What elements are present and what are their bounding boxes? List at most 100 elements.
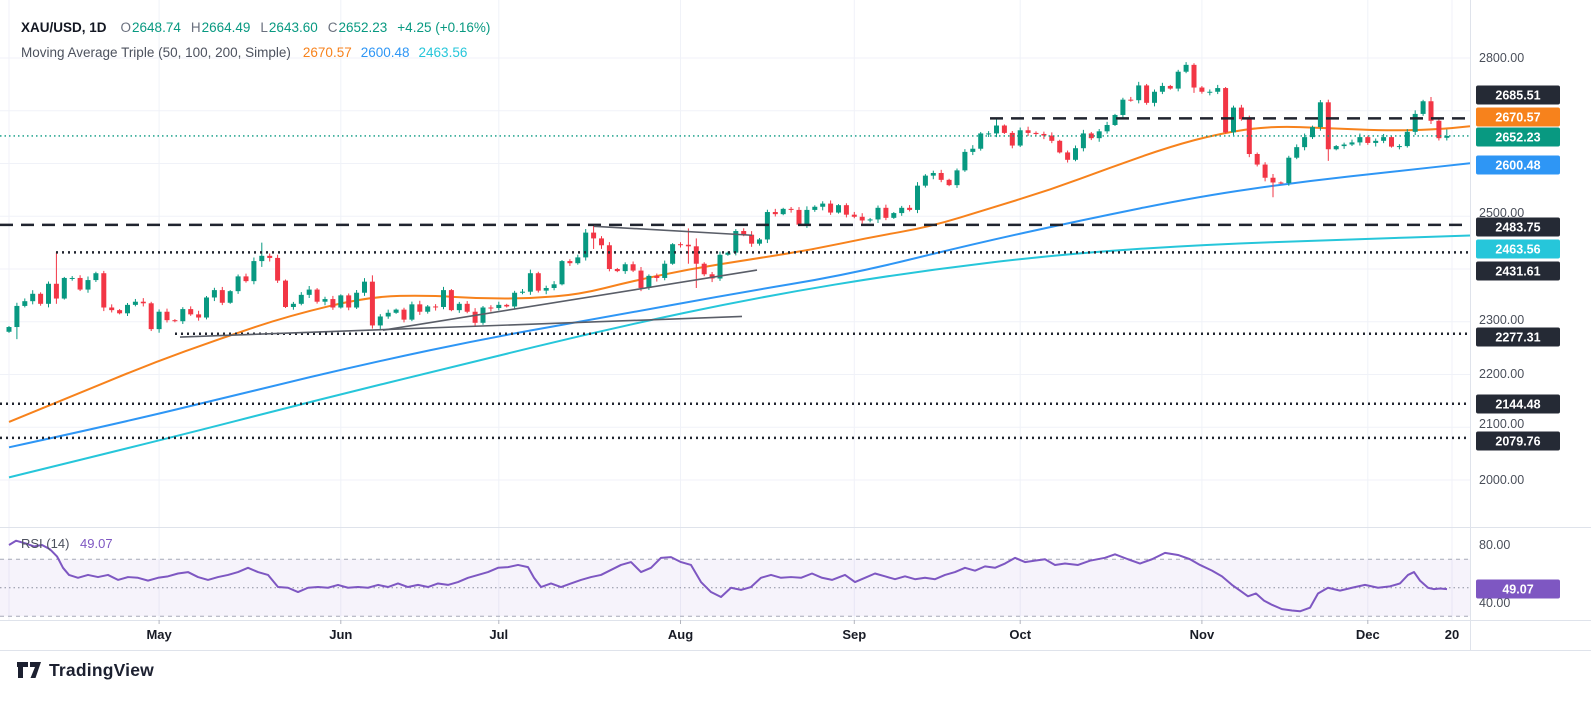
candle[interactable]: [1262, 162, 1268, 182]
candle[interactable]: [1404, 129, 1410, 148]
candle[interactable]: [994, 118, 999, 138]
candle[interactable]: [235, 274, 241, 294]
candle[interactable]: [1207, 89, 1213, 96]
trendline-3[interactable]: [593, 225, 753, 237]
candle[interactable]: [164, 308, 170, 323]
candle[interactable]: [764, 209, 770, 244]
candle[interactable]: [891, 212, 897, 219]
candle[interactable]: [156, 309, 162, 333]
candle[interactable]: [725, 251, 731, 256]
candle[interactable]: [820, 201, 826, 211]
candle[interactable]: [125, 302, 130, 317]
candle[interactable]: [77, 275, 83, 292]
candle[interactable]: [512, 290, 518, 310]
candle[interactable]: [883, 204, 889, 221]
candle[interactable]: [654, 273, 660, 282]
candle[interactable]: [1080, 129, 1086, 152]
candle[interactable]: [1033, 131, 1039, 136]
candle[interactable]: [69, 276, 75, 281]
candle[interactable]: [772, 208, 778, 217]
candle[interactable]: [575, 254, 581, 265]
candle[interactable]: [259, 242, 265, 267]
candle[interactable]: [1112, 113, 1118, 127]
candle[interactable]: [46, 281, 51, 308]
candle[interactable]: [583, 229, 589, 261]
candle[interactable]: [409, 301, 415, 322]
ma50-line[interactable]: [8, 125, 1470, 423]
candle[interactable]: [1104, 121, 1110, 134]
candle[interactable]: [1049, 132, 1055, 144]
price-pane[interactable]: [0, 62, 1470, 479]
trendline-2[interactable]: [382, 269, 758, 331]
candle[interactable]: [401, 307, 407, 323]
candle[interactable]: [606, 242, 612, 272]
candle[interactable]: [283, 279, 288, 309]
candle[interactable]: [796, 207, 802, 227]
candle[interactable]: [30, 290, 36, 305]
candle[interactable]: [1246, 115, 1252, 158]
candle[interactable]: [543, 285, 549, 295]
candle[interactable]: [788, 206, 794, 213]
candle[interactable]: [678, 242, 683, 248]
candle[interactable]: [638, 266, 644, 292]
candle[interactable]: [685, 228, 691, 264]
candle[interactable]: [899, 205, 905, 216]
trendline-1[interactable]: [179, 315, 743, 338]
candle[interactable]: [1120, 97, 1126, 118]
candle[interactable]: [551, 281, 557, 291]
candle[interactable]: [662, 260, 668, 281]
candle[interactable]: [812, 205, 818, 212]
rsi-line[interactable]: [8, 539, 1448, 613]
candle[interactable]: [875, 205, 881, 224]
candle[interactable]: [843, 203, 849, 218]
candle[interactable]: [1001, 124, 1007, 134]
candle[interactable]: [251, 257, 257, 285]
candle[interactable]: [132, 298, 138, 307]
symbol-title[interactable]: XAU/USD, 1D: [21, 20, 107, 35]
candle[interactable]: [306, 285, 312, 299]
candle[interactable]: [1191, 63, 1197, 93]
candle[interactable]: [1341, 142, 1347, 149]
candle[interactable]: [369, 275, 375, 329]
candle[interactable]: [496, 301, 502, 311]
candle[interactable]: [6, 325, 12, 333]
candle[interactable]: [867, 217, 873, 223]
candle[interactable]: [1389, 136, 1394, 148]
candle[interactable]: [322, 296, 328, 306]
candle[interactable]: [330, 295, 336, 310]
candle[interactable]: [1310, 125, 1315, 140]
candle[interactable]: [314, 288, 320, 304]
candle[interactable]: [701, 262, 707, 277]
candle[interactable]: [954, 168, 960, 188]
candle[interactable]: [1017, 127, 1023, 148]
candle[interactable]: [836, 204, 841, 214]
candle[interactable]: [1065, 150, 1071, 163]
candle[interactable]: [938, 169, 944, 183]
price-axis[interactable]: 2800.00 2500.00 2300.00 2200.00 2100.00 2000.…: [1476, 51, 1560, 610]
candle[interactable]: [354, 289, 360, 309]
candle[interactable]: [140, 298, 146, 307]
candle[interactable]: [338, 294, 344, 309]
candle[interactable]: [1325, 99, 1331, 161]
candle[interactable]: [448, 289, 454, 312]
candle[interactable]: [1128, 96, 1134, 102]
candle[interactable]: [1436, 117, 1442, 141]
candle[interactable]: [417, 300, 423, 315]
candle[interactable]: [393, 308, 399, 314]
candle[interactable]: [622, 262, 628, 274]
candle[interactable]: [211, 287, 217, 302]
candle[interactable]: [275, 254, 281, 283]
candle[interactable]: [204, 296, 209, 320]
ma100-line[interactable]: [8, 162, 1470, 449]
rsi-title[interactable]: RSI (14): [21, 536, 70, 551]
candle[interactable]: [567, 259, 573, 266]
candle[interactable]: [1428, 97, 1434, 124]
candle[interactable]: [346, 293, 352, 311]
candle[interactable]: [362, 278, 367, 296]
candle[interactable]: [188, 306, 194, 316]
candle[interactable]: [757, 237, 762, 246]
candle[interactable]: [1057, 139, 1063, 154]
candle[interactable]: [527, 269, 533, 295]
candle[interactable]: [1420, 99, 1426, 116]
